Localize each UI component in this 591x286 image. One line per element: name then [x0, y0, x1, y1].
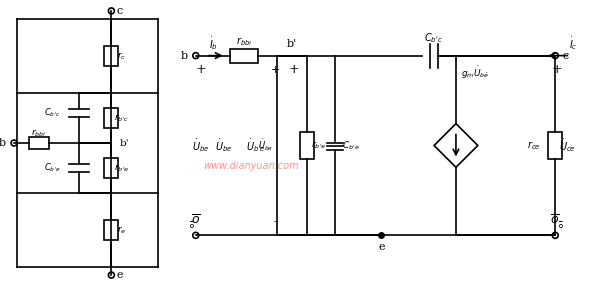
- Text: e: e: [116, 270, 122, 280]
- Text: $\dot{I}_c$: $\dot{I}_c$: [569, 35, 577, 52]
- Bar: [29, 137, 49, 149]
- Text: $\dot{U}_{be}$: $\dot{U}_{be}$: [192, 137, 209, 154]
- Text: +: +: [552, 63, 563, 76]
- Text: $C_{b'e}$: $C_{b'e}$: [342, 139, 359, 152]
- Text: +: +: [271, 65, 280, 75]
- Circle shape: [552, 232, 558, 238]
- Bar: [105, 46, 118, 66]
- Text: $\dot{I}_b$: $\dot{I}_b$: [209, 35, 218, 52]
- Text: $g_m\dot{U}_{b\'e}$: $g_m\dot{U}_{b\'e}$: [461, 65, 489, 82]
- Bar: [105, 158, 118, 178]
- Bar: [230, 49, 258, 63]
- Text: www.dianyuan.com: www.dianyuan.com: [203, 161, 298, 171]
- Text: c: c: [562, 51, 569, 61]
- Bar: [105, 220, 118, 240]
- Text: $r_{bb\prime}$: $r_{bb\prime}$: [31, 127, 47, 139]
- Bar: [105, 108, 118, 128]
- Text: $r_{b'c}$: $r_{b'c}$: [114, 112, 129, 124]
- Circle shape: [108, 8, 114, 14]
- Text: b': b': [119, 138, 129, 148]
- Text: +: +: [289, 63, 300, 76]
- Text: $C_{b'c}$: $C_{b'c}$: [424, 31, 443, 45]
- Circle shape: [552, 53, 558, 59]
- Bar: [300, 132, 314, 159]
- Text: e: e: [378, 242, 385, 252]
- Text: -: -: [273, 215, 277, 228]
- Text: $\overline{o}$: $\overline{o}$: [191, 214, 200, 227]
- Text: b: b: [0, 138, 6, 148]
- Text: $r_{bb\prime}$: $r_{bb\prime}$: [236, 35, 252, 48]
- Text: c: c: [116, 6, 122, 16]
- Text: $r_{b'e}$: $r_{b'e}$: [113, 162, 129, 174]
- Text: $\dot{U}_{b'e}$: $\dot{U}_{b'e}$: [246, 137, 265, 154]
- Text: $\overline{o}$: $\overline{o}$: [550, 214, 560, 227]
- Text: $C_{b'e}$: $C_{b'e}$: [44, 162, 61, 174]
- Circle shape: [193, 53, 199, 59]
- Text: $r_e$: $r_e$: [116, 224, 126, 236]
- Circle shape: [193, 232, 199, 238]
- Text: b: b: [181, 51, 188, 61]
- Text: $r_{ce}$: $r_{ce}$: [527, 139, 540, 152]
- Circle shape: [108, 272, 114, 278]
- Text: $r_{b'e}$: $r_{b'e}$: [311, 140, 326, 151]
- Text: $\dot{U}_{ce}$: $\dot{U}_{ce}$: [558, 137, 576, 154]
- Text: $\dot{U}_{be}$: $\dot{U}_{be}$: [215, 137, 232, 154]
- Text: $\bar{\circ}$: $\bar{\circ}$: [556, 219, 564, 232]
- Text: +: +: [196, 63, 206, 76]
- Text: $\bar{\circ}$: $\bar{\circ}$: [187, 219, 195, 232]
- Text: $r_c$: $r_c$: [117, 50, 126, 62]
- Text: $C_{b'c}$: $C_{b'c}$: [44, 107, 61, 120]
- Text: b': b': [287, 39, 297, 49]
- Polygon shape: [434, 124, 478, 167]
- Bar: [548, 132, 562, 159]
- Circle shape: [11, 140, 17, 146]
- Text: $\dot{U}_{be}$: $\dot{U}_{be}$: [258, 138, 273, 153]
